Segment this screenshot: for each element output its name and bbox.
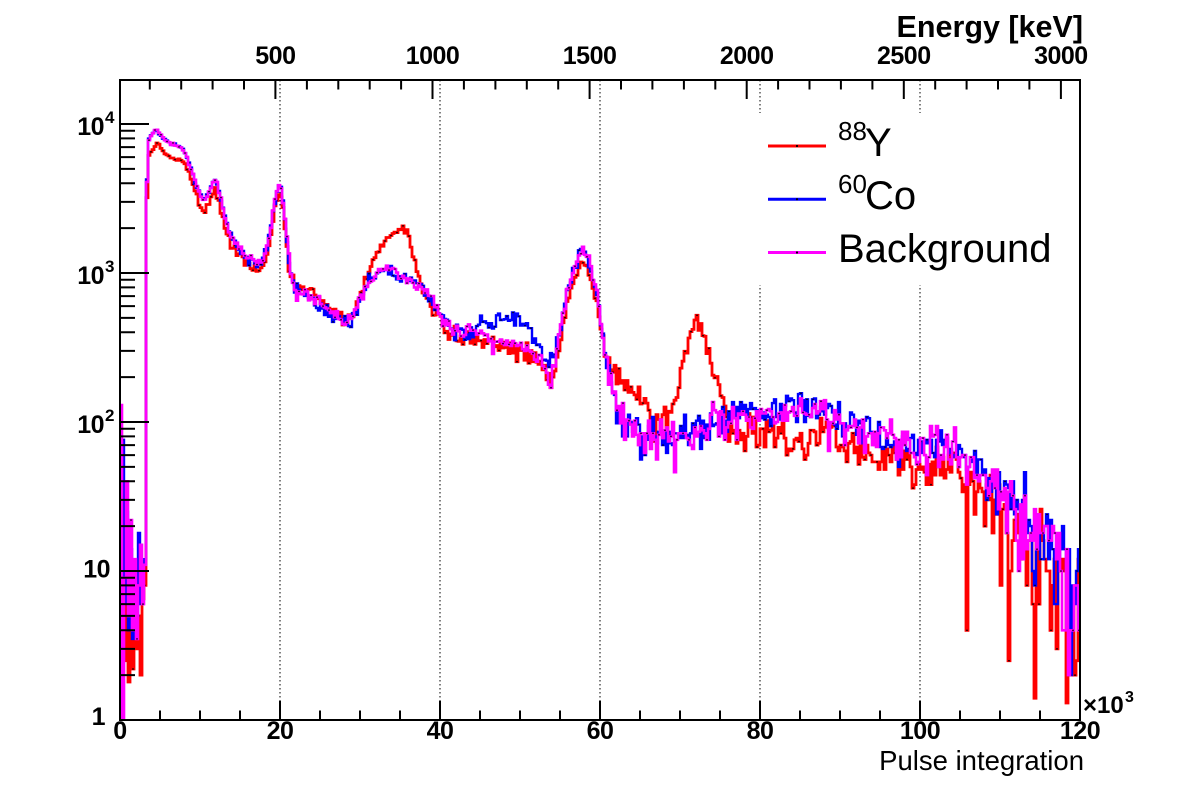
svg-text:20: 20 — [267, 717, 294, 745]
svg-text:2000: 2000 — [720, 42, 774, 70]
svg-text:Co: Co — [865, 174, 916, 218]
svg-text:Energy [keV]: Energy [keV] — [897, 10, 1083, 44]
svg-text:120: 120 — [1060, 717, 1100, 745]
svg-text:3: 3 — [105, 257, 114, 276]
svg-text:Background: Background — [838, 227, 1051, 271]
svg-text:0: 0 — [113, 717, 126, 745]
svg-text:10: 10 — [83, 556, 110, 584]
svg-text:100: 100 — [900, 717, 940, 745]
svg-text:×10: ×10 — [1083, 692, 1124, 719]
svg-text:Pulse integration: Pulse integration — [879, 745, 1084, 776]
svg-text:88: 88 — [838, 116, 867, 146]
svg-text:10: 10 — [77, 262, 104, 290]
svg-text:3: 3 — [1125, 689, 1134, 706]
svg-text:10: 10 — [77, 113, 104, 141]
svg-text:40: 40 — [427, 717, 454, 745]
svg-text:3000: 3000 — [1034, 42, 1088, 70]
svg-text:2500: 2500 — [877, 42, 931, 70]
svg-text:60: 60 — [838, 169, 867, 199]
svg-text:Y: Y — [865, 121, 892, 165]
svg-text:4: 4 — [105, 108, 115, 127]
svg-text:1500: 1500 — [563, 42, 617, 70]
svg-text:1000: 1000 — [406, 42, 460, 70]
svg-text:1: 1 — [92, 703, 106, 731]
svg-text:2: 2 — [105, 406, 114, 425]
svg-text:10: 10 — [77, 411, 104, 439]
svg-text:60: 60 — [587, 717, 614, 745]
svg-text:80: 80 — [747, 717, 774, 745]
svg-text:500: 500 — [255, 42, 295, 70]
